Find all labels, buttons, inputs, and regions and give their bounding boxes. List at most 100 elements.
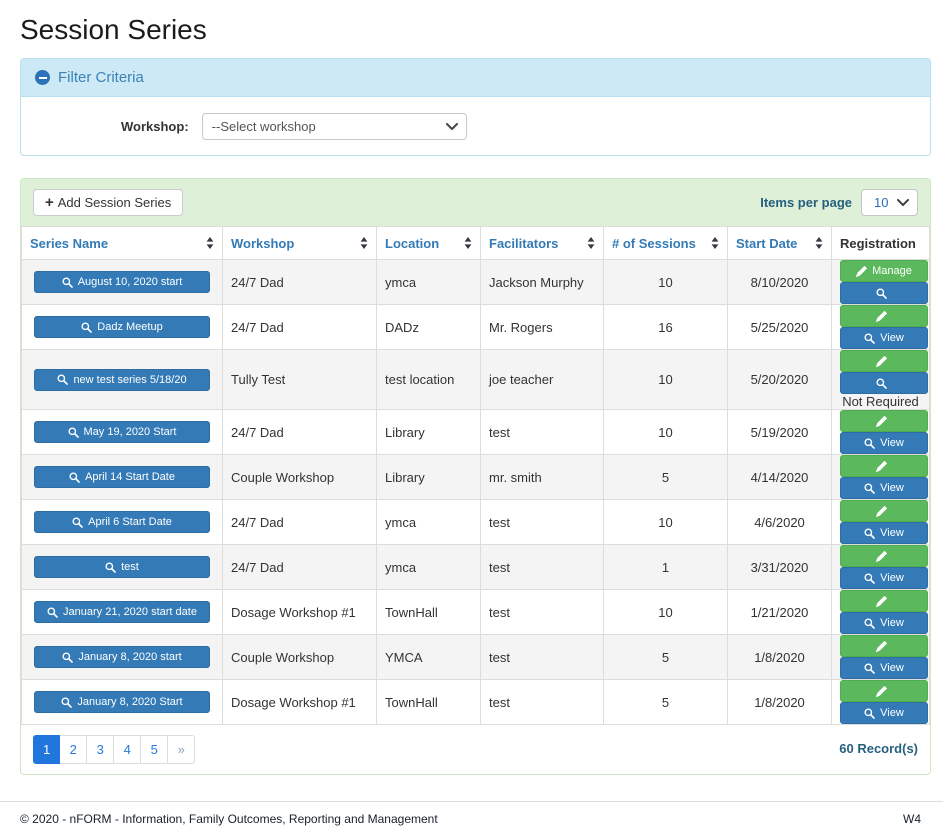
items-per-page-label: Items per page: [760, 195, 852, 210]
view-button[interactable]: [840, 372, 928, 394]
sessions-count-cell: 10: [603, 409, 728, 455]
page-button[interactable]: 4: [114, 735, 142, 764]
registration-cell: View: [831, 679, 930, 725]
series-name-button[interactable]: Dadz Meetup: [34, 316, 210, 338]
series-name-button[interactable]: January 8, 2020 start: [34, 646, 210, 668]
sort-icon[interactable]: [587, 237, 595, 249]
sort-icon[interactable]: [360, 237, 368, 249]
sessions-count-cell: 5: [603, 454, 728, 500]
manage-button[interactable]: Manage: [840, 260, 928, 282]
pencil-icon: [856, 265, 868, 277]
workshop-cell: Couple Workshop: [222, 634, 377, 680]
column-header[interactable]: Series Name: [21, 226, 223, 260]
search-icon: [864, 617, 876, 629]
table-row: January 8, 2020 start Couple Workshop YM…: [21, 634, 930, 680]
table-row: January 8, 2020 Start Dosage Workshop #1…: [21, 679, 930, 725]
registration-cell: View: [831, 454, 930, 500]
sessions-count-cell: 16: [603, 304, 728, 350]
sort-icon[interactable]: [206, 237, 214, 249]
manage-button[interactable]: [840, 410, 928, 432]
page-button[interactable]: 5: [141, 735, 169, 764]
facilitators-cell: test: [480, 679, 604, 725]
column-header[interactable]: Workshop: [222, 226, 377, 260]
series-name-button[interactable]: January 8, 2020 Start: [34, 691, 210, 713]
view-button[interactable]: View: [840, 327, 928, 349]
search-icon: [81, 321, 93, 333]
series-name-button[interactable]: test: [34, 556, 210, 578]
view-button[interactable]: View: [840, 612, 928, 634]
pencil-icon: [876, 460, 887, 472]
manage-button[interactable]: [840, 500, 928, 522]
sort-icon[interactable]: [815, 237, 823, 249]
workshop-select[interactable]: --Select workshop: [201, 113, 467, 140]
view-button[interactable]: [840, 282, 928, 304]
search-icon: [864, 527, 876, 539]
location-cell: YMCA: [376, 634, 481, 680]
add-session-series-button[interactable]: + Add Session Series: [33, 189, 184, 216]
search-icon: [864, 437, 876, 449]
table-row: April 14 Start Date Couple Workshop Libr…: [21, 454, 930, 500]
facilitators-cell: test: [480, 409, 604, 455]
series-name-button[interactable]: May 19, 2020 Start: [34, 421, 210, 443]
page-button[interactable]: 1: [33, 735, 61, 764]
column-header[interactable]: Facilitators: [480, 226, 604, 260]
workshop-cell: 24/7 Dad: [222, 409, 377, 455]
manage-button[interactable]: [840, 305, 928, 327]
registration-cell: View: [831, 409, 930, 455]
facilitators-cell: Mr. Rogers: [480, 304, 604, 350]
manage-button[interactable]: [840, 680, 928, 702]
manage-button[interactable]: [840, 455, 928, 477]
manage-button[interactable]: [840, 590, 928, 612]
view-button[interactable]: View: [840, 567, 928, 589]
view-button[interactable]: View: [840, 477, 928, 499]
facilitators-cell: test: [480, 589, 604, 635]
start-date-cell: 5/19/2020: [727, 409, 832, 455]
registration-text: Not Required: [842, 394, 919, 409]
pencil-icon: [876, 640, 887, 652]
registration-cell: View: [831, 589, 930, 635]
view-button[interactable]: View: [840, 432, 928, 454]
series-name-button[interactable]: April 14 Start Date: [34, 466, 210, 488]
filter-criteria-header[interactable]: Filter Criteria: [21, 59, 930, 97]
filter-criteria-body: Workshop: --Select workshop: [21, 97, 930, 155]
view-button[interactable]: View: [840, 657, 928, 679]
series-name-button[interactable]: new test series 5/18/20: [34, 368, 210, 391]
sessions-count-cell: 10: [603, 349, 728, 410]
registration-cell: View: [831, 304, 930, 350]
search-icon: [864, 572, 876, 584]
sessions-count-cell: 10: [603, 499, 728, 545]
sessions-count-cell: 10: [603, 259, 728, 305]
page-title: Session Series: [20, 14, 207, 45]
series-name-button[interactable]: January 21, 2020 start date: [34, 601, 210, 623]
filter-criteria-panel: Filter Criteria Workshop: --Select works…: [20, 58, 931, 156]
table-row: Dadz Meetup 24/7 Dad DADz Mr. Rogers 16 …: [21, 304, 930, 350]
page-button[interactable]: 2: [60, 735, 88, 764]
sort-icon[interactable]: [464, 237, 472, 249]
series-name-button[interactable]: August 10, 2020 start: [34, 271, 210, 293]
view-button[interactable]: View: [840, 522, 928, 544]
sort-icon[interactable]: [711, 237, 719, 249]
column-header[interactable]: # of Sessions: [603, 226, 728, 260]
table-row: test 24/7 Dad ymca test 1 3/31/2020 View: [21, 544, 930, 590]
column-header[interactable]: Start Date: [727, 226, 832, 260]
page-button[interactable]: »: [168, 735, 196, 764]
table-toolbar: + Add Session Series Items per page 10: [21, 179, 930, 226]
collapse-minus-icon: [35, 70, 50, 85]
page-button[interactable]: 3: [87, 735, 115, 764]
start-date-cell: 4/6/2020: [727, 499, 832, 545]
column-header[interactable]: Location: [376, 226, 481, 260]
location-cell: DADz: [376, 304, 481, 350]
session-series-panel: + Add Session Series Items per page 10: [20, 178, 931, 775]
registration-cell: Not Required: [831, 349, 930, 410]
search-icon: [864, 482, 876, 494]
manage-button[interactable]: [840, 350, 928, 372]
items-per-page-select[interactable]: 10: [861, 189, 918, 216]
start-date-cell: 8/10/2020: [727, 259, 832, 305]
manage-button[interactable]: [840, 635, 928, 657]
manage-button[interactable]: [840, 545, 928, 567]
pencil-icon: [876, 685, 887, 697]
view-button[interactable]: View: [840, 702, 928, 724]
search-icon: [69, 471, 80, 483]
series-name-button[interactable]: April 6 Start Date: [34, 511, 210, 533]
workshop-cell: 24/7 Dad: [222, 304, 377, 350]
